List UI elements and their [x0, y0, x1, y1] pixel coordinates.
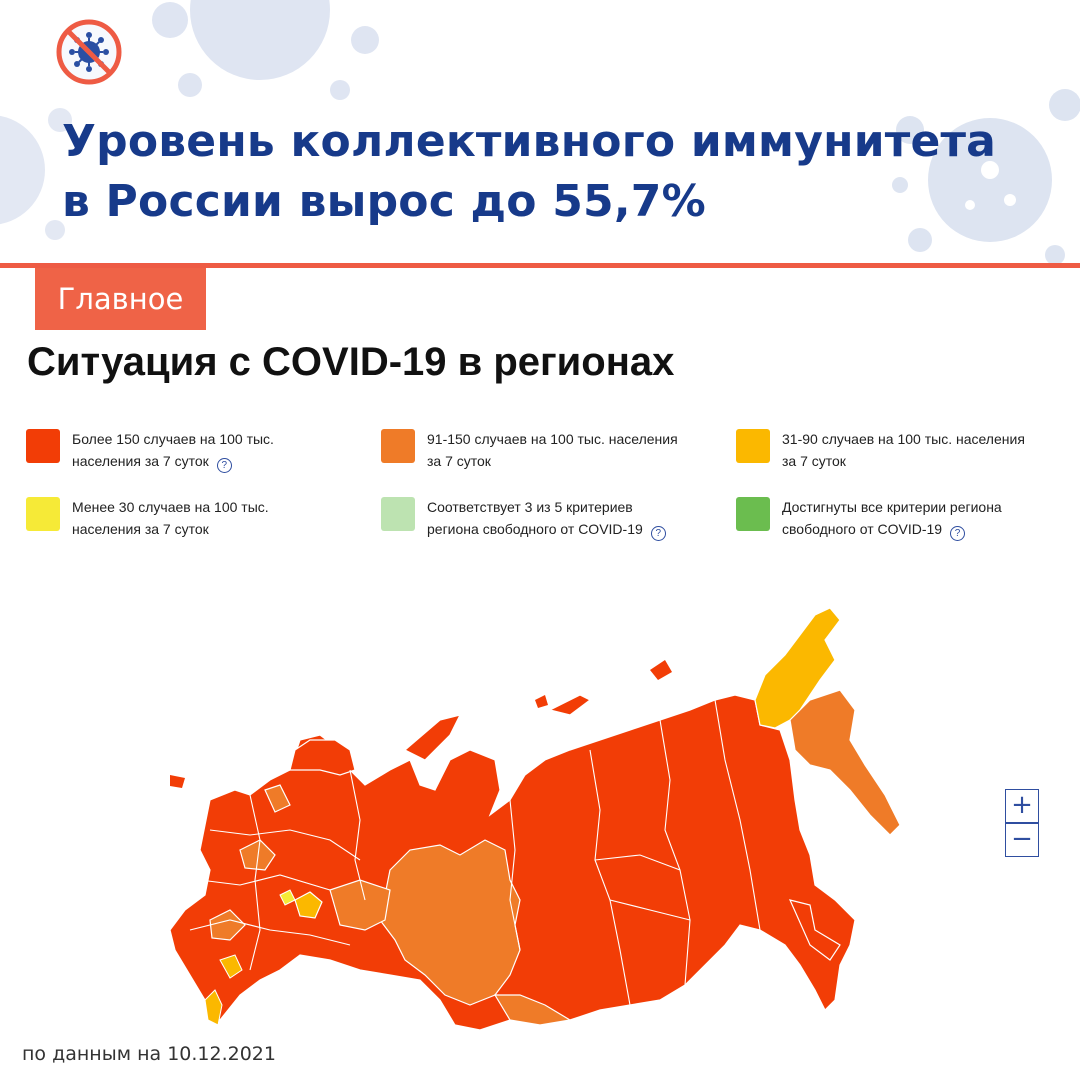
zoom-out-button[interactable]: − [1005, 823, 1039, 857]
map-region-mid [239, 839, 276, 871]
help-icon[interactable]: ? [650, 526, 666, 541]
map-region-mid [493, 994, 572, 1026]
legend-label: региона свободного от COVID-19 [427, 521, 643, 537]
virus-decoration-icon [0, 108, 72, 240]
map-region-high [289, 739, 356, 776]
header: Уровень коллективного иммунитета в Росси… [0, 0, 1080, 265]
map-region-mid [379, 839, 521, 1006]
map-region-low [754, 607, 841, 729]
map-region-lowest [204, 989, 223, 1026]
map-region-mid [329, 879, 391, 931]
map-region-high [788, 899, 841, 961]
legend-label: за 7 суток [427, 453, 491, 469]
legend-item-all-criteria: Достигнуты все критерии региона свободно… [736, 497, 1076, 545]
legend-label: свободного от COVID-19 [782, 521, 943, 537]
help-icon[interactable]: ? [216, 458, 232, 473]
map-region-high [169, 694, 856, 1031]
legend-label: населения за 7 суток [72, 521, 209, 537]
legend-label: населения за 7 суток [72, 453, 209, 469]
map-region-high [403, 714, 462, 761]
legend-item-3-of-5-criteria: Соответствует 3 из 5 критериев региона с… [381, 497, 721, 545]
map-region-mid [209, 909, 246, 941]
legend-label: Более 150 случаев на 100 тыс. [72, 431, 274, 447]
legend-item-31-90: 31-90 случаев на 100 тыс. населения за 7… [736, 429, 1076, 477]
legend-label: 91-150 случаев на 100 тыс. населения [427, 431, 678, 447]
virus-decoration-icon [892, 89, 1080, 265]
map-region-mid [264, 784, 291, 813]
map-region-high [650, 660, 672, 680]
legend-swatch [381, 429, 415, 463]
headline: Уровень коллективного иммунитета в Росси… [62, 112, 1022, 232]
section-title: Ситуация с COVID-19 в регионах [27, 340, 675, 384]
legend-label: за 7 суток [782, 453, 846, 469]
help-icon[interactable]: ? [950, 526, 966, 541]
map-region-lowest [219, 954, 243, 979]
map-region-high [170, 775, 185, 788]
headline-line-1: Уровень коллективного иммунитета [62, 116, 997, 167]
category-tag[interactable]: Главное [35, 268, 206, 330]
legend-item-over-150: Более 150 случаев на 100 тыс. населения … [26, 429, 366, 477]
no-virus-icon [56, 19, 122, 85]
legend-swatch [736, 429, 770, 463]
map-region-high [548, 694, 592, 716]
legend-swatch [381, 497, 415, 531]
virus-decoration-icon [152, 0, 379, 100]
russia-regions-map[interactable] [150, 600, 910, 1040]
map-region-lowest [279, 889, 296, 906]
legend-label: Менее 30 случаев на 100 тыс. [72, 499, 269, 515]
legend-item-91-150: 91-150 случаев на 100 тыс. населения за … [381, 429, 721, 477]
legend-swatch [736, 497, 770, 531]
header-divider [0, 263, 1080, 268]
legend-label: Соответствует 3 из 5 критериев [427, 499, 633, 515]
legend-swatch [26, 497, 60, 531]
legend-swatch [26, 429, 60, 463]
data-date-footnote: по данным на 10.12.2021 [22, 1043, 276, 1065]
zoom-in-button[interactable]: + [1005, 789, 1039, 823]
map-region-high [535, 695, 548, 708]
legend-label: Достигнуты все критерии региона [782, 499, 1002, 515]
legend-item-under-30: Менее 30 случаев на 100 тыс. населения з… [26, 497, 366, 545]
headline-line-2: в России вырос до 55,7% [62, 176, 706, 227]
legend-label: 31-90 случаев на 100 тыс. населения [782, 431, 1025, 447]
map-region-mid [789, 689, 901, 836]
map-region-lowest [294, 891, 323, 919]
